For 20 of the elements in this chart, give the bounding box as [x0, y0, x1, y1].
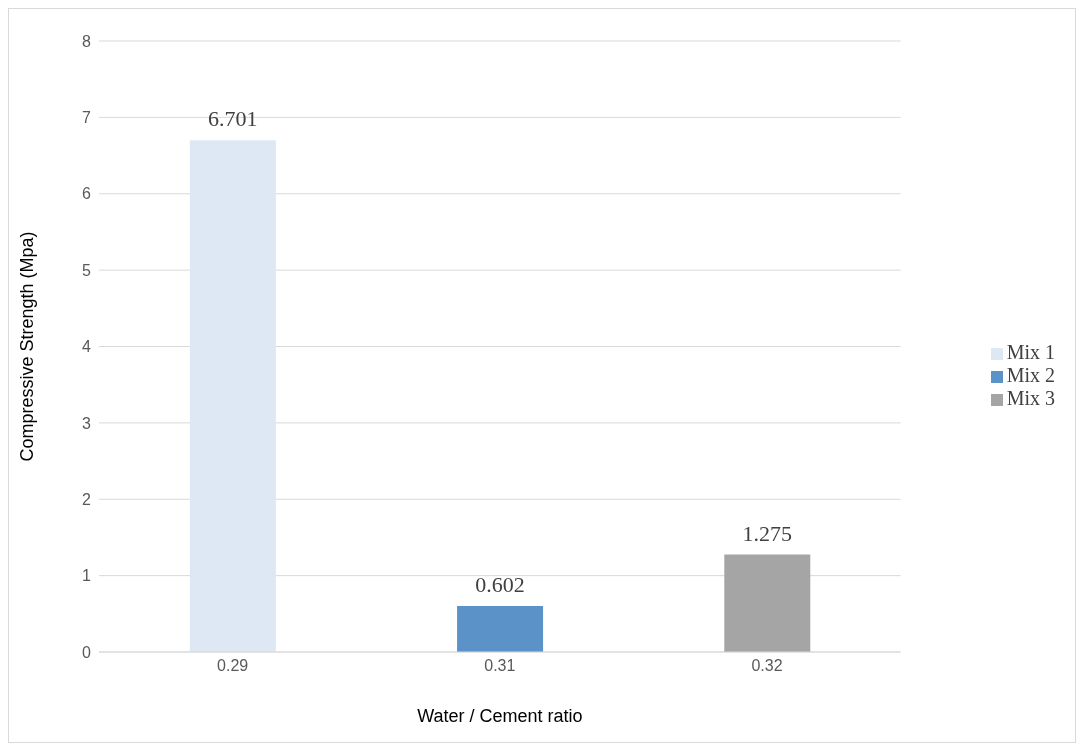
data-label: 6.701: [208, 106, 258, 132]
x-tick-label: 0.32: [751, 657, 783, 675]
y-tick-label: 1: [82, 567, 92, 585]
x-axis-title: Water / Cement ratio: [417, 706, 583, 726]
y-tick-label: 5: [82, 261, 92, 279]
y-tick-label: 8: [82, 32, 92, 50]
legend-label: Mix 2: [1006, 364, 1055, 386]
y-tick-label: 0: [82, 643, 92, 661]
y-tick-label: 3: [82, 414, 92, 432]
x-tick-label: 0.31: [484, 657, 516, 675]
y-axis-title: Compressive Strength (Mpa): [17, 231, 38, 462]
legend-label: Mix 1: [1006, 341, 1055, 363]
y-tick-label: 4: [82, 338, 92, 356]
x-tick-label: 0.29: [217, 657, 249, 675]
y-tick-label: 6: [82, 185, 92, 203]
data-label: 1.275: [742, 520, 793, 546]
data-label: 0.602: [475, 572, 525, 598]
y-tick-label: 7: [82, 109, 92, 127]
legend-label: Mix 3: [1006, 387, 1055, 409]
y-tick-label: 2: [82, 490, 92, 508]
